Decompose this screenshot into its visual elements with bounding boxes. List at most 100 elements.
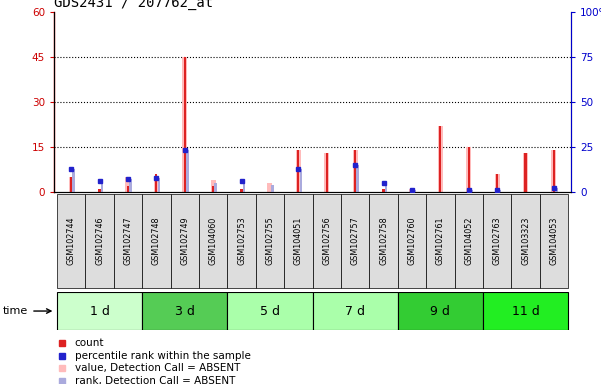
Bar (155, 174, 157, 192)
Text: GSM104051: GSM104051 (294, 217, 303, 265)
Bar (186, 151, 189, 192)
Bar (356, 165, 359, 192)
Bar (199, 194, 227, 288)
Bar (142, 292, 227, 330)
Bar (553, 150, 555, 192)
Text: 3 d: 3 d (175, 305, 195, 318)
Text: GSM104053: GSM104053 (549, 217, 558, 265)
Text: 7 d: 7 d (345, 305, 365, 318)
Bar (413, 190, 416, 192)
Bar (410, 189, 413, 192)
Bar (127, 186, 129, 192)
Bar (183, 56, 186, 192)
Bar (353, 150, 358, 192)
Text: GSM102749: GSM102749 (180, 217, 189, 265)
Bar (398, 194, 426, 288)
Bar (182, 56, 188, 192)
Text: 5 d: 5 d (260, 305, 280, 318)
Text: 11 d: 11 d (511, 305, 539, 318)
Bar (284, 194, 313, 288)
Bar (240, 189, 243, 192)
Bar (370, 194, 398, 288)
Bar (114, 194, 142, 288)
Bar (523, 153, 528, 192)
Text: GSM102761: GSM102761 (436, 217, 445, 265)
Bar (324, 153, 329, 192)
Bar (498, 190, 501, 192)
Text: GSM102757: GSM102757 (350, 217, 359, 265)
Bar (468, 147, 470, 192)
Bar (511, 194, 540, 288)
Bar (540, 194, 568, 288)
Text: GSM102748: GSM102748 (152, 217, 161, 265)
Text: 1 d: 1 d (90, 305, 109, 318)
Bar (154, 177, 159, 192)
Bar (85, 194, 114, 288)
Bar (454, 194, 483, 288)
Bar (72, 169, 75, 192)
Bar (466, 147, 471, 192)
Bar (409, 189, 415, 192)
Bar (382, 189, 385, 192)
Bar (326, 153, 328, 192)
Text: GSM102753: GSM102753 (237, 217, 246, 265)
Bar (129, 179, 132, 192)
Bar (297, 150, 299, 192)
Text: GSM104052: GSM104052 (464, 217, 473, 265)
Text: GSM102755: GSM102755 (266, 217, 275, 265)
Bar (215, 183, 217, 192)
Bar (210, 180, 216, 192)
Bar (495, 174, 499, 192)
Text: value, Detection Call = ABSENT: value, Detection Call = ABSENT (75, 363, 240, 373)
Text: percentile rank within the sample: percentile rank within the sample (75, 351, 251, 361)
Text: GSM102763: GSM102763 (493, 217, 502, 265)
Bar (126, 177, 130, 192)
Bar (398, 292, 483, 330)
Bar (142, 194, 171, 288)
Bar (243, 181, 245, 192)
Bar (69, 177, 74, 192)
Bar (299, 169, 302, 192)
Text: GSM102747: GSM102747 (123, 217, 132, 265)
Text: GSM102746: GSM102746 (95, 217, 104, 265)
Bar (341, 194, 370, 288)
Text: rank, Detection Call = ABSENT: rank, Detection Call = ABSENT (75, 376, 235, 384)
Bar (227, 292, 313, 330)
Bar (101, 181, 103, 192)
Bar (267, 183, 272, 192)
Bar (255, 194, 284, 288)
Bar (70, 177, 72, 192)
Bar (496, 174, 498, 192)
Text: GSM102756: GSM102756 (322, 217, 331, 265)
Bar (354, 150, 356, 192)
Bar (227, 194, 255, 288)
Text: GSM104060: GSM104060 (209, 217, 218, 265)
Text: GSM102744: GSM102744 (67, 217, 76, 265)
Bar (171, 194, 199, 288)
Bar (157, 177, 160, 192)
Bar (483, 292, 568, 330)
Text: 9 d: 9 d (430, 305, 450, 318)
Text: GSM103323: GSM103323 (521, 217, 530, 265)
Bar (57, 292, 142, 330)
Bar (426, 194, 454, 288)
Bar (524, 153, 526, 192)
Bar (57, 194, 85, 288)
Bar (271, 185, 273, 192)
Bar (551, 150, 557, 192)
Bar (438, 126, 443, 192)
Bar (313, 194, 341, 288)
Bar (296, 150, 301, 192)
Bar (99, 189, 101, 192)
Text: GSM102760: GSM102760 (407, 217, 416, 265)
Text: GSM102758: GSM102758 (379, 217, 388, 265)
Bar (483, 194, 511, 288)
Bar (212, 186, 215, 192)
Text: GDS2431 / 207762_at: GDS2431 / 207762_at (54, 0, 213, 10)
Bar (470, 190, 472, 192)
Bar (313, 292, 398, 330)
Text: time: time (3, 306, 51, 316)
Bar (385, 183, 388, 192)
Bar (439, 126, 442, 192)
Text: count: count (75, 338, 104, 348)
